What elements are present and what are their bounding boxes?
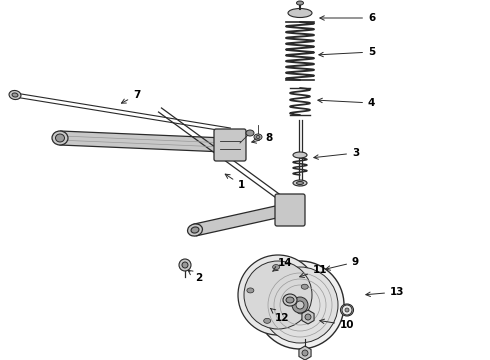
- Circle shape: [262, 267, 338, 343]
- FancyBboxPatch shape: [214, 129, 246, 161]
- Ellipse shape: [191, 227, 199, 233]
- Circle shape: [238, 255, 318, 335]
- Ellipse shape: [264, 318, 270, 323]
- Ellipse shape: [188, 224, 202, 236]
- Ellipse shape: [286, 297, 294, 303]
- Circle shape: [244, 261, 312, 329]
- Ellipse shape: [246, 130, 254, 136]
- Text: 11: 11: [300, 265, 327, 278]
- Circle shape: [256, 261, 344, 349]
- Text: 1: 1: [225, 174, 245, 190]
- Circle shape: [182, 262, 188, 268]
- Ellipse shape: [55, 134, 65, 142]
- Text: 10: 10: [320, 319, 354, 330]
- Polygon shape: [194, 204, 286, 236]
- Circle shape: [305, 314, 311, 320]
- Text: 6: 6: [320, 13, 375, 23]
- Circle shape: [296, 301, 304, 309]
- Ellipse shape: [288, 9, 312, 18]
- Ellipse shape: [9, 90, 21, 100]
- FancyBboxPatch shape: [275, 194, 305, 226]
- Ellipse shape: [301, 284, 308, 289]
- Ellipse shape: [256, 135, 260, 139]
- Ellipse shape: [247, 288, 254, 293]
- Text: 7: 7: [122, 90, 140, 103]
- Ellipse shape: [341, 304, 353, 316]
- Circle shape: [345, 308, 349, 312]
- Ellipse shape: [296, 181, 303, 185]
- Text: 8: 8: [252, 133, 272, 143]
- Text: 13: 13: [366, 287, 405, 297]
- Ellipse shape: [12, 93, 18, 97]
- Ellipse shape: [254, 134, 262, 140]
- Text: 3: 3: [314, 148, 359, 159]
- Ellipse shape: [296, 1, 303, 5]
- Text: 5: 5: [319, 47, 375, 57]
- Text: 12: 12: [270, 309, 290, 323]
- Circle shape: [179, 259, 191, 271]
- Ellipse shape: [52, 131, 68, 145]
- Circle shape: [292, 297, 308, 313]
- Ellipse shape: [297, 309, 304, 314]
- Text: 9: 9: [326, 257, 359, 270]
- Text: 2: 2: [188, 270, 202, 283]
- Ellipse shape: [272, 265, 280, 270]
- Ellipse shape: [293, 180, 307, 186]
- Text: 4: 4: [318, 98, 375, 108]
- Ellipse shape: [283, 294, 297, 306]
- Circle shape: [302, 350, 308, 356]
- Text: 14: 14: [273, 258, 293, 271]
- Polygon shape: [60, 131, 225, 152]
- Ellipse shape: [293, 152, 307, 158]
- Circle shape: [342, 305, 352, 315]
